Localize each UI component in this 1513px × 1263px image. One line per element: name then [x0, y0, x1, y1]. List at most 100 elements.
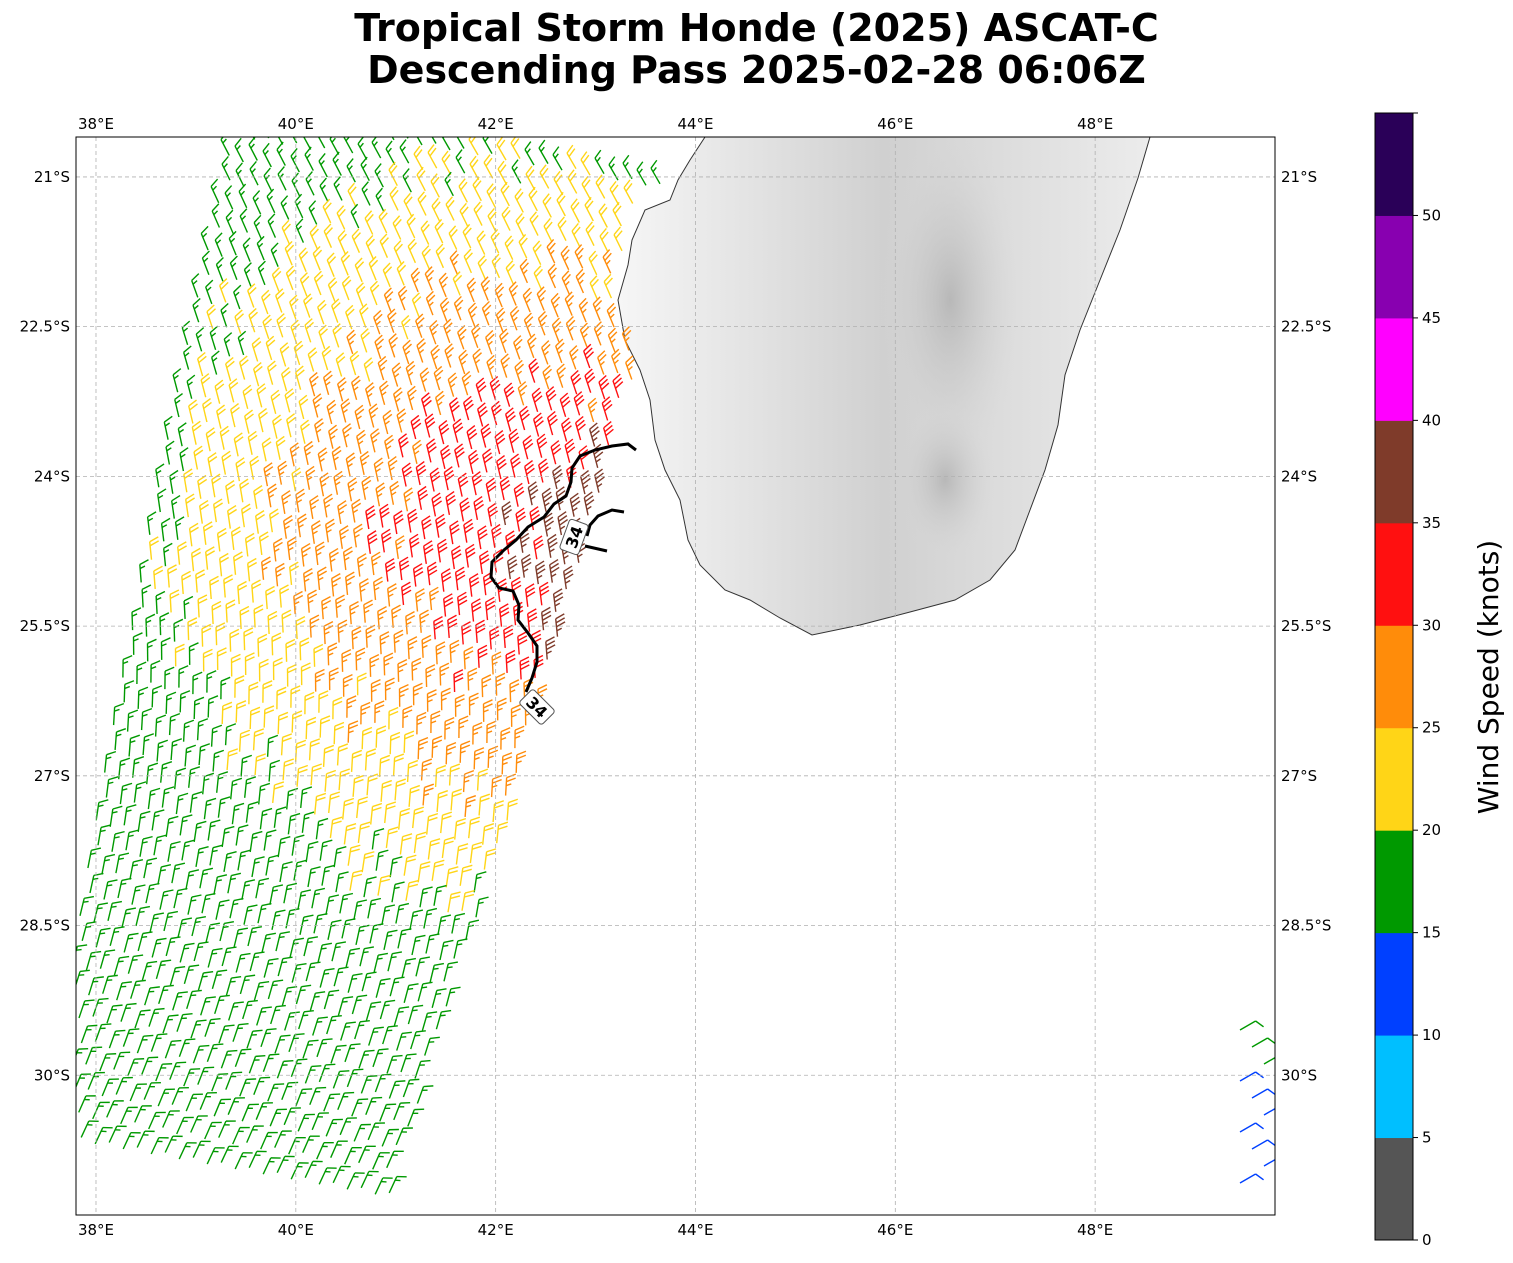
wind-barb	[211, 600, 222, 625]
wind-barb	[163, 910, 179, 932]
wind-barb	[533, 535, 544, 560]
wind-barb	[313, 643, 324, 667]
wind-barb	[476, 230, 486, 255]
wind-barb	[160, 637, 171, 660]
wind-barb	[195, 327, 205, 352]
wind-barb	[200, 225, 209, 251]
wind-barb	[329, 816, 343, 838]
wind-barb	[125, 829, 139, 851]
wind-barb	[448, 763, 461, 786]
wind-barb	[571, 223, 581, 248]
wind-barb	[143, 857, 158, 879]
wind-barb	[137, 686, 149, 709]
wind-barb	[1263, 1105, 1275, 1116]
lon-tick-top: 46°E	[877, 115, 913, 133]
wind-barb	[261, 932, 277, 953]
wind-barb	[403, 192, 413, 218]
wind-barb	[317, 942, 333, 963]
wind-barb	[363, 599, 374, 623]
colorbar-bin	[1375, 317, 1413, 421]
wind-barb	[324, 769, 337, 792]
wind-barb	[240, 754, 253, 777]
wind-barb	[420, 220, 430, 245]
wind-barb	[192, 1044, 210, 1064]
wind-barb	[321, 345, 332, 371]
wind-barb	[295, 488, 306, 513]
wind-barb	[290, 1162, 309, 1180]
wind-barb	[457, 325, 467, 350]
wind-barb	[427, 838, 441, 860]
wind-barb	[550, 292, 561, 318]
contour-line-34kt-main	[489, 442, 637, 693]
wind-barb	[445, 196, 455, 221]
wind-barb	[266, 188, 276, 214]
wind-barb	[473, 496, 485, 521]
wind-barb	[467, 667, 478, 691]
wind-barb	[188, 766, 201, 788]
wind-barb	[317, 566, 328, 590]
wind-barb	[230, 653, 241, 677]
lat-tick-right: 24°S	[1281, 467, 1317, 485]
wind-barb	[468, 816, 481, 839]
wind-barb	[289, 294, 299, 320]
wind-barb	[253, 1076, 271, 1095]
wind-barb	[450, 788, 463, 811]
wind-barb	[426, 438, 437, 463]
wind-barb	[379, 233, 389, 258]
wind-barb	[325, 1118, 343, 1137]
wind-barb	[587, 397, 598, 423]
wind-barb	[435, 1009, 452, 1030]
wind-barb	[164, 666, 175, 690]
wind-barb	[309, 224, 319, 250]
wind-barb	[370, 551, 381, 576]
wind-barb	[369, 653, 380, 677]
wind-barb	[622, 154, 633, 180]
wind-barb	[146, 511, 157, 535]
wind-barb	[314, 418, 324, 443]
wind-barb	[369, 280, 380, 306]
wind-barb	[555, 338, 565, 364]
wind-barb	[258, 658, 269, 682]
wind-barb	[300, 786, 313, 808]
wind-barb	[326, 252, 337, 277]
wind-barb	[196, 351, 207, 377]
wind-barb	[323, 1093, 341, 1112]
wind-barb	[360, 1170, 379, 1189]
wind-barb	[420, 758, 433, 781]
wind-barb	[341, 648, 352, 672]
wind-barb	[415, 588, 426, 612]
wind-barb	[574, 244, 584, 269]
wind-barb	[282, 758, 295, 781]
wind-barb	[192, 1140, 211, 1158]
wind-barb	[426, 689, 437, 712]
wind-barb	[424, 413, 436, 438]
wind-barb	[482, 137, 493, 154]
wind-barb	[182, 719, 195, 742]
wind-barb	[195, 569, 206, 593]
wind-barb	[483, 848, 497, 870]
wind-barb	[270, 1004, 286, 1025]
wind-barb	[210, 350, 220, 375]
wind-barb	[339, 892, 354, 914]
wind-barb	[207, 452, 218, 477]
wind-barb	[87, 1071, 105, 1090]
wind-barb	[272, 414, 282, 439]
wind-barb	[434, 390, 445, 416]
wind-barb	[217, 796, 231, 818]
wind-barb	[475, 619, 486, 643]
wind-barb	[494, 282, 505, 308]
wind-barb	[197, 1066, 215, 1085]
wind-barb	[485, 596, 496, 621]
axis-tick-labels: 38°E 38°E 40°E 40°E 42°E 42°E 44°E 44°E 46°E 46°E…	[20, 115, 1332, 1239]
wind-barb	[154, 714, 167, 737]
wind-barb	[160, 517, 171, 542]
wind-barb	[499, 476, 511, 501]
wind-barb	[472, 721, 483, 745]
wind-barb	[426, 137, 437, 144]
wind-barb	[143, 1081, 161, 1100]
wind-barb	[361, 475, 372, 500]
wind-barb	[330, 1044, 347, 1064]
wind-barb	[414, 1059, 431, 1079]
wind-barb	[359, 303, 369, 328]
wind-barb	[297, 889, 312, 910]
